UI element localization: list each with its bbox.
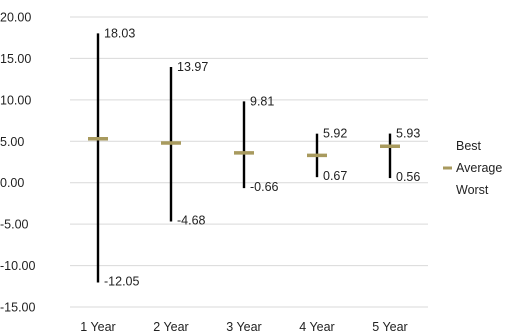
legend-item-worst: Worst — [456, 183, 489, 197]
legend-item-best: Best — [456, 139, 482, 153]
best-data-label: 5.92 — [323, 127, 347, 141]
x-tick-label: 3 Year — [226, 320, 261, 334]
y-tick-label: 5.00 — [0, 135, 24, 149]
best-data-label: 13.97 — [177, 60, 208, 74]
x-tick-label: 2 Year — [153, 320, 188, 334]
x-tick-label: 5 Year — [372, 320, 407, 334]
x-tick-label: 4 Year — [299, 320, 334, 334]
x-tick-label: 1 Year — [80, 320, 115, 334]
x-axis-tick-labels: 1 Year 2 Year 3 Year 4 Year 5 Year — [80, 320, 407, 334]
best-worst-range-lines — [96, 33, 392, 283]
average-markers — [88, 137, 400, 158]
y-tick-label: 10.00 — [0, 93, 31, 107]
y-tick-label: 15.00 — [0, 52, 31, 66]
y-tick-label: -10.00 — [0, 259, 35, 273]
y-tick-label: -5.00 — [0, 218, 29, 232]
worst-data-label: -4.68 — [177, 213, 206, 227]
y-axis-tick-labels: 20.00 15.00 10.00 5.00 0.00 -5.00 -10.00 -15.00 — [0, 11, 35, 315]
best-data-label: 5.93 — [396, 127, 420, 141]
best-data-label: 18.03 — [104, 26, 135, 40]
legend: Best Average Worst — [443, 139, 502, 197]
y-tick-label: -15.00 — [0, 301, 35, 315]
best-data-label: 9.81 — [250, 94, 274, 108]
worst-data-label: 0.56 — [396, 170, 420, 184]
y-tick-label: 0.00 — [0, 176, 24, 190]
legend-item-average: Average — [456, 161, 502, 175]
worst-data-label: -0.66 — [250, 180, 279, 194]
worst-data-label: 0.67 — [323, 169, 347, 183]
gridlines — [70, 16, 428, 308]
worst-data-label: -12.05 — [104, 275, 139, 289]
data-labels: 18.03 -12.05 13.97 -4.68 9.81 -0.66 5.92 0.67 5.… — [104, 26, 420, 288]
y-tick-label: 20.00 — [0, 11, 31, 25]
